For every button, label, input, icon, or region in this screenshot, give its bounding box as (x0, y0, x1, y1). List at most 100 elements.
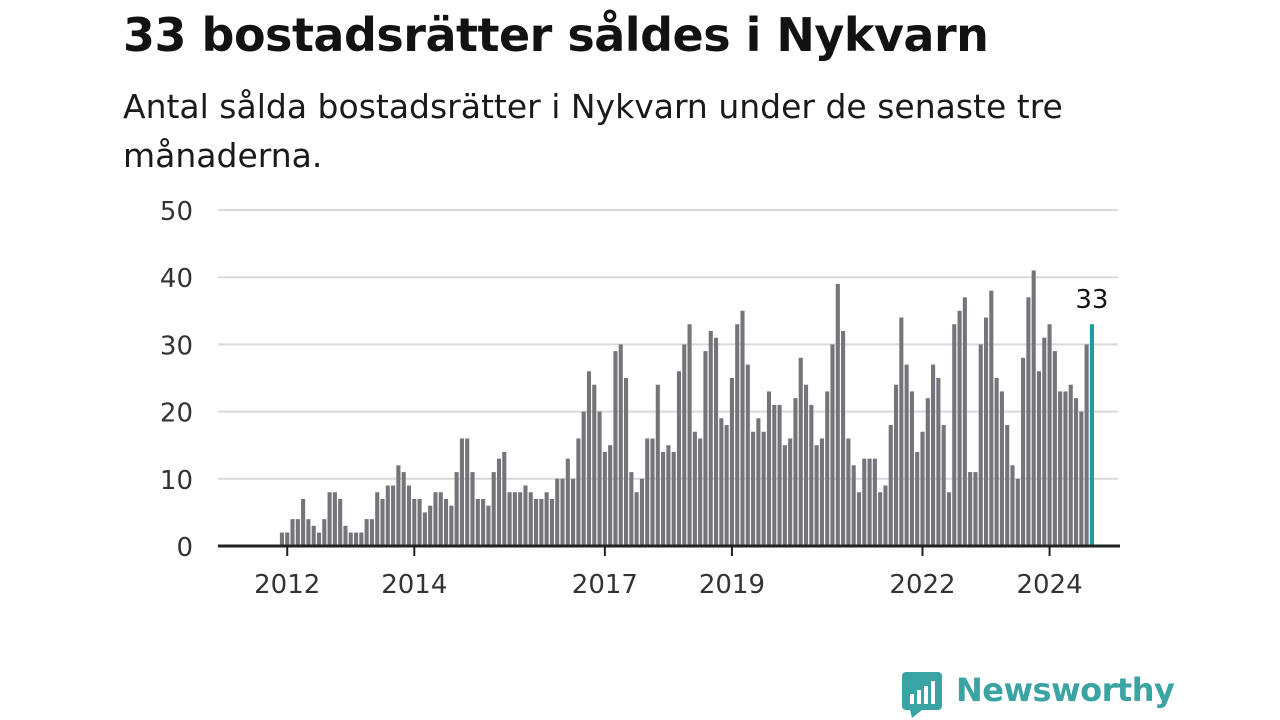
bar (846, 438, 851, 546)
bar (629, 472, 634, 546)
bar (788, 438, 793, 546)
bar (518, 492, 523, 546)
bar (936, 378, 941, 546)
axes: 0 10 20 30 40 50 33 2012 2014 2017 2019 2022 2024 (160, 197, 1120, 600)
y-tick-label: 0 (176, 533, 193, 563)
bar (507, 492, 512, 546)
bar (301, 498, 306, 546)
bar (941, 425, 946, 546)
bar (909, 391, 914, 546)
bar (682, 344, 687, 546)
bar (406, 485, 412, 546)
bar (597, 411, 602, 546)
gridlines (218, 209, 1118, 480)
bar (475, 498, 480, 546)
bar (428, 505, 433, 546)
bar (999, 391, 1004, 546)
bars (279, 270, 1094, 546)
bar (1073, 398, 1079, 546)
bar (433, 492, 438, 546)
bar (766, 391, 772, 546)
bar (751, 431, 756, 546)
bar (444, 498, 449, 546)
bar (422, 512, 427, 546)
bar (735, 324, 740, 546)
bar (893, 384, 899, 546)
bar (1047, 324, 1052, 546)
bar (740, 310, 745, 546)
bar (931, 364, 936, 546)
bar (883, 485, 888, 546)
bar (915, 451, 920, 546)
bar (756, 418, 761, 546)
bar (1063, 391, 1068, 546)
bar (872, 458, 877, 546)
bar (830, 344, 835, 546)
bar (1026, 297, 1031, 546)
x-tick-label: 2024 (1016, 570, 1082, 600)
bar (618, 344, 623, 546)
bar (316, 532, 322, 546)
bar (391, 485, 396, 546)
bar (454, 472, 459, 546)
bar (983, 317, 989, 546)
bar (592, 384, 597, 546)
bar (544, 492, 549, 546)
bar (1052, 351, 1057, 546)
bar (904, 364, 909, 546)
bar (1084, 344, 1089, 546)
highlight-value-label: 33 (1075, 285, 1108, 315)
bar (772, 404, 777, 546)
bar (348, 532, 353, 546)
bar (825, 391, 830, 546)
bar (1042, 337, 1047, 546)
bar (793, 398, 798, 546)
bar (401, 472, 406, 546)
bar (639, 478, 644, 546)
bar (412, 498, 417, 546)
bar (1005, 425, 1010, 546)
bar (703, 351, 708, 546)
bar (608, 445, 613, 546)
y-tick-label: 10 (160, 466, 193, 496)
bar (856, 492, 862, 546)
y-tick-label: 30 (160, 331, 193, 361)
bar (676, 371, 682, 546)
bar (502, 451, 507, 546)
bar (549, 498, 554, 546)
bar (470, 472, 475, 546)
chart-subtitle: Antal sålda bostadsrätter i Nykvarn unde… (123, 87, 1063, 175)
bar (925, 398, 930, 546)
bar (973, 472, 978, 546)
bar (952, 324, 957, 546)
bar (327, 492, 332, 546)
bar (285, 532, 290, 546)
bar (978, 344, 983, 546)
bar (809, 404, 814, 546)
bar (841, 330, 846, 546)
x-tick-label: 2022 (889, 570, 955, 600)
bar (369, 519, 374, 546)
bar (491, 472, 496, 546)
bar (1031, 270, 1036, 546)
y-tick-label: 20 (160, 399, 193, 429)
bar (729, 378, 734, 546)
bar (343, 525, 348, 546)
bar (761, 431, 766, 546)
bar (481, 498, 486, 546)
bar (322, 519, 327, 546)
bar (1036, 371, 1042, 546)
bar (994, 378, 999, 546)
bar (332, 492, 337, 546)
bar (623, 378, 629, 546)
bar (899, 317, 904, 546)
x-tick-label: 2014 (381, 570, 447, 600)
bar (354, 532, 359, 546)
bar (782, 445, 787, 546)
y-tick-label: 40 (160, 264, 193, 294)
bar (576, 438, 581, 546)
bar (306, 519, 311, 546)
bar (279, 532, 284, 546)
bar (571, 478, 576, 546)
